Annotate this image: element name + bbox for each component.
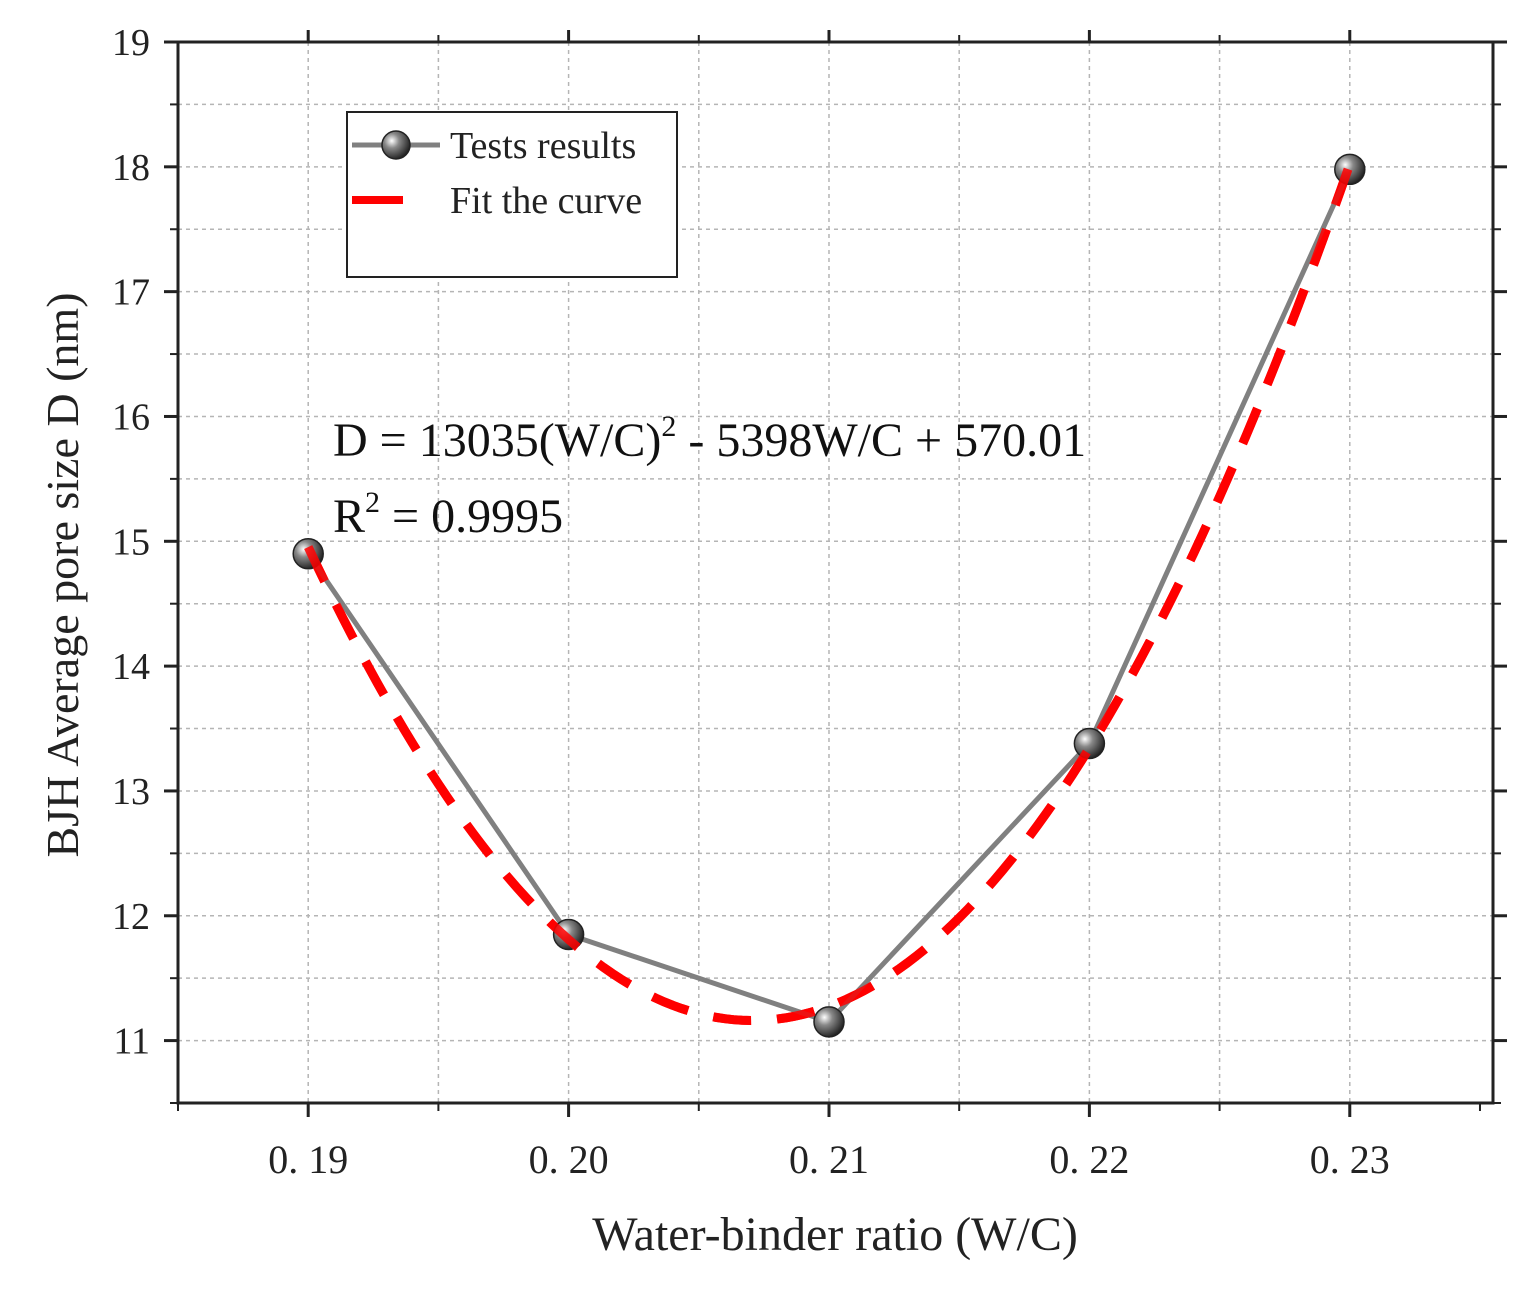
- series-layer: [292, 153, 1366, 1038]
- fit-equation: D = 13035(W/C)2 - 5398W/C + 570.01: [333, 410, 1086, 467]
- x-tick-label: 0. 20: [529, 1137, 609, 1182]
- legend-marker-tests: [381, 130, 411, 160]
- legend-label-tests: Tests results: [450, 125, 636, 167]
- legend: Tests results Fit the curve: [346, 111, 678, 278]
- x-tick-label: 0. 22: [1049, 1137, 1129, 1182]
- legend-label-fit: Fit the curve: [450, 180, 642, 222]
- fit-curve-overlay: [304, 162, 1355, 1026]
- tests-results-point: [1334, 153, 1366, 186]
- x-tick-label: 0. 19: [268, 1137, 348, 1182]
- tests-results-point: [813, 1006, 845, 1038]
- y-tick-label: 15: [112, 521, 150, 563]
- tests-results-point: [1073, 727, 1106, 760]
- y-tick-label: 12: [112, 896, 150, 938]
- y-tick-label: 19: [112, 22, 150, 64]
- r-squared: R2 = 0.9995: [333, 486, 563, 543]
- plot-frame: [176, 40, 1495, 1105]
- y-tick-label: 13: [112, 771, 150, 813]
- y-axis-label: BJH Average pore size D (nm): [37, 292, 88, 857]
- x-axis-label: Water-binder ratio (W/C): [592, 1208, 1078, 1261]
- y-tick-label: 16: [112, 396, 150, 438]
- y-tick-label: 18: [112, 147, 150, 189]
- y-tick-label: 17: [112, 272, 150, 314]
- axes: [176, 40, 1495, 1105]
- y-tick-label: 14: [112, 646, 150, 688]
- ticks: 0. 19 0. 20 0. 21 0. 22 0. 23 11 12 13 14 15 16 17 1…: [112, 22, 1507, 1182]
- grid: [178, 41, 1493, 1103]
- x-tick-label: 0. 21: [789, 1137, 869, 1182]
- y-tick-label: 11: [113, 1021, 150, 1063]
- x-tick-label: 0. 23: [1310, 1137, 1390, 1182]
